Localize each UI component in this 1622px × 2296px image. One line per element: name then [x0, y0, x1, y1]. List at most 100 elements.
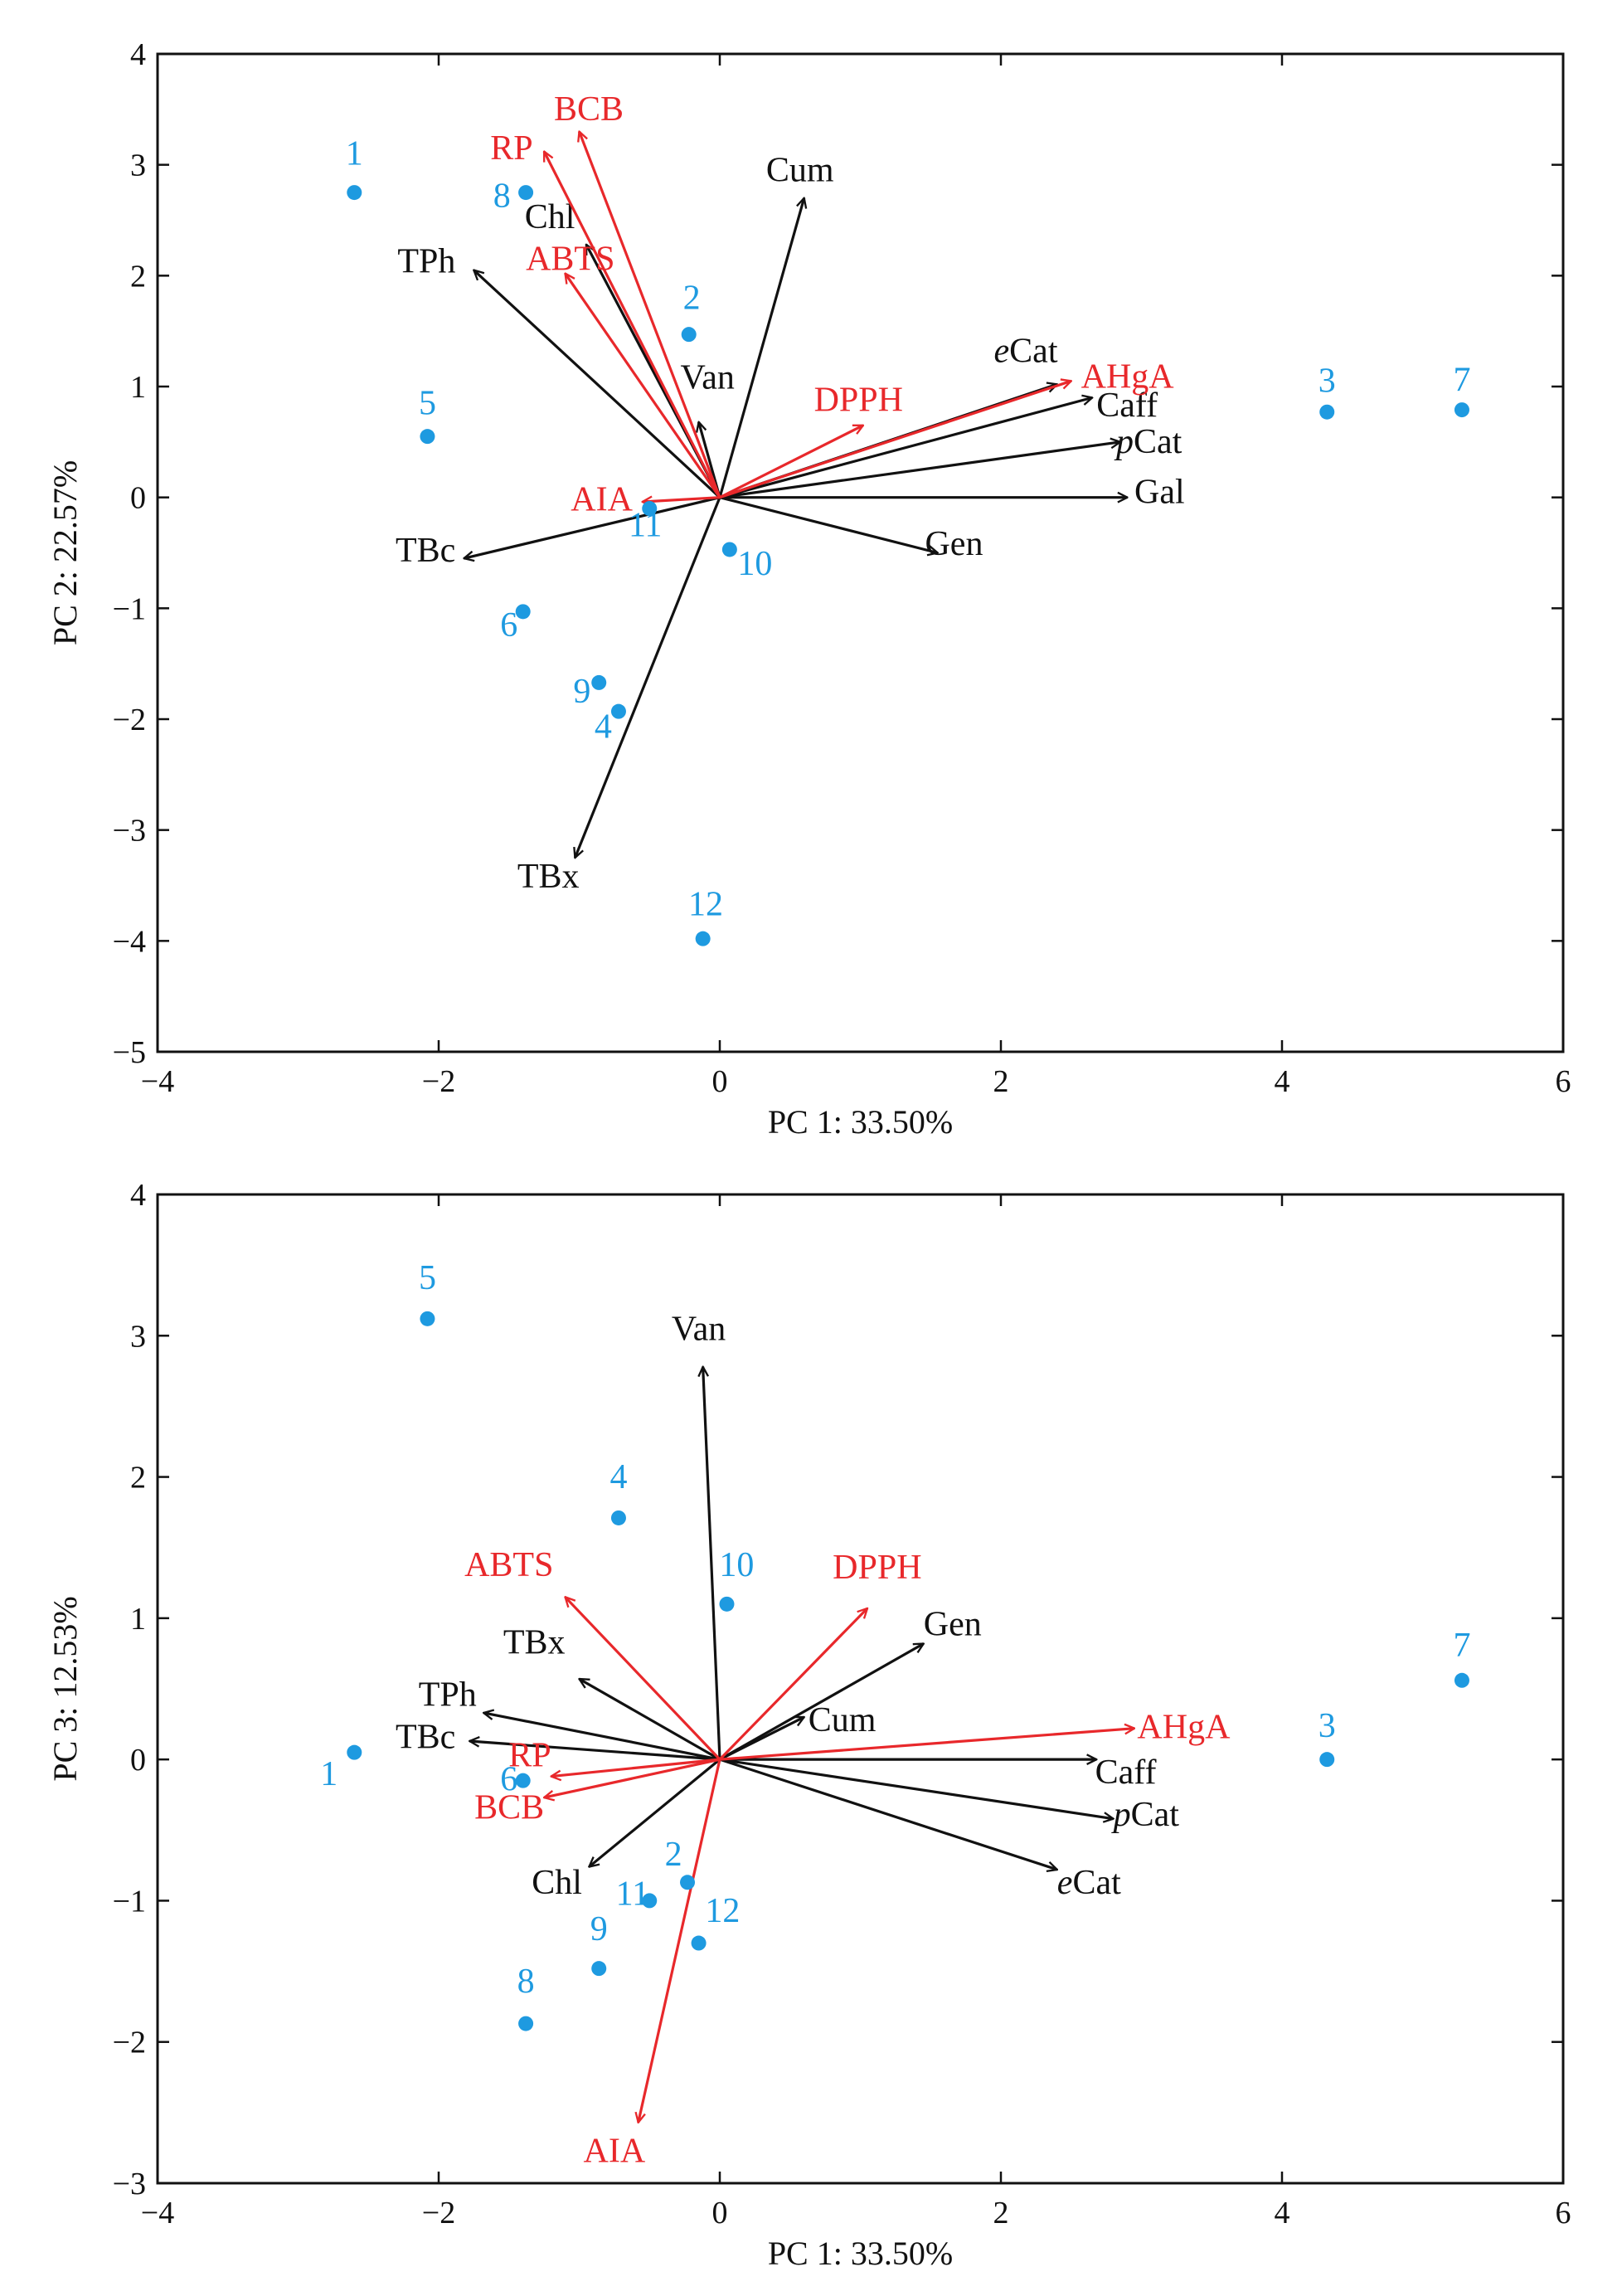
- loading-vector-tbx: [580, 1677, 721, 1761]
- loading-label-dpph: DPPH: [814, 381, 903, 419]
- loading-label-aia: AIA: [571, 481, 633, 519]
- x-tick-label: 4: [1275, 1064, 1290, 1099]
- observation-label-6: 6: [500, 1761, 517, 1799]
- loading-label-pcat: pCat: [1111, 1796, 1180, 1834]
- y-tick-label: −4: [113, 924, 146, 959]
- loading-vector-abts: [566, 1597, 721, 1761]
- y-tick-label: −1: [113, 1884, 146, 1919]
- x-axis-title: PC 1: 33.50%: [768, 2235, 953, 2272]
- loading-label-van: Van: [672, 1310, 726, 1348]
- x-tick-label: 2: [993, 1064, 1009, 1099]
- y-tick-label: 4: [130, 37, 146, 72]
- loading-label-ahga: AHgA: [1137, 1709, 1231, 1747]
- observation-point-7: [1454, 1672, 1469, 1688]
- x-tick-label: 0: [712, 1064, 728, 1099]
- loading-label-ahga: AHgA: [1081, 358, 1175, 396]
- y-tick-label: −1: [113, 591, 146, 626]
- observation-label-3: 3: [1318, 362, 1336, 401]
- loading-vector-ahga: [719, 1729, 1134, 1761]
- loading-vector-bcb: [544, 1758, 721, 1797]
- observation-label-1: 1: [346, 135, 363, 173]
- observation-label-3: 3: [1318, 1707, 1336, 1745]
- observation-label-1: 1: [320, 1755, 338, 1793]
- loading-label-tbx: TBx: [517, 858, 580, 896]
- x-tick-label: 2: [993, 2196, 1009, 2230]
- observation-label-7: 7: [1453, 1627, 1470, 1665]
- loading-vector-rp: [551, 1758, 721, 1776]
- observation-label-8: 8: [493, 177, 511, 215]
- observation-point-4: [610, 1510, 626, 1525]
- loading-label-tbx: TBx: [503, 1623, 566, 1661]
- y-axis-title: PC 3: 12.53%: [46, 1596, 84, 1781]
- loading-vector-cum: [718, 198, 804, 499]
- observation-point-9: [591, 1961, 607, 1977]
- x-tick-label: −4: [141, 1064, 174, 1099]
- loading-vector-pcat: [719, 442, 1120, 499]
- observation-point-11: [642, 501, 658, 517]
- observation-point-10: [721, 542, 737, 557]
- loading-label-chl: Chl: [532, 1864, 582, 1902]
- x-tick-label: −4: [141, 2196, 174, 2230]
- plot-frame: [156, 1193, 1565, 2185]
- loading-label-gen: Gen: [925, 525, 983, 563]
- observation-label-11: 11: [629, 506, 662, 544]
- loading-vector-aia: [643, 498, 721, 502]
- y-tick-label: −3: [113, 2167, 146, 2201]
- observation-label-5: 5: [419, 384, 436, 422]
- plot-frame: [156, 52, 1565, 1053]
- x-tick-label: 0: [712, 2196, 728, 2230]
- observation-point-3: [1319, 404, 1335, 420]
- observation-point-12: [691, 1935, 707, 1951]
- observation-label-7: 7: [1453, 361, 1470, 399]
- observation-point-10: [719, 1596, 735, 1612]
- loading-label-caff: Caff: [1096, 387, 1158, 425]
- observation-point-4: [610, 703, 626, 719]
- x-tick-label: 6: [1556, 2196, 1571, 2230]
- y-tick-label: −2: [113, 703, 146, 737]
- loading-label-gen: Gen: [924, 1605, 982, 1643]
- y-tick-label: 3: [130, 148, 146, 183]
- loading-vector-chl: [589, 1758, 721, 1866]
- loading-vector-aia: [639, 1758, 721, 2123]
- y-tick-label: −3: [113, 814, 146, 849]
- loading-label-rp: RP: [508, 1737, 551, 1775]
- loading-label-van: Van: [681, 359, 735, 397]
- loading-label-bcb: BCB: [474, 1789, 544, 1827]
- observation-label-10: 10: [719, 1546, 754, 1584]
- x-tick-label: −2: [422, 1064, 455, 1099]
- observation-point-3: [1319, 1752, 1335, 1768]
- loading-vector-tbc: [469, 1741, 721, 1761]
- x-axis-title: PC 1: 33.50%: [768, 1103, 953, 1141]
- y-tick-label: 2: [130, 1461, 146, 1496]
- loading-label-tbc: TBc: [396, 532, 455, 570]
- loading-vector-bcb: [580, 132, 721, 499]
- loading-label-chl: Chl: [525, 198, 575, 236]
- loading-vector-rp: [542, 152, 721, 499]
- observation-point-1: [347, 1744, 362, 1760]
- loading-vector-caff: [719, 397, 1092, 499]
- loading-label-tph: TPh: [397, 242, 455, 280]
- observation-point-6: [515, 1773, 531, 1788]
- loading-label-tbc: TBc: [396, 1719, 455, 1757]
- loading-label-ecat: eCat: [994, 333, 1058, 371]
- observation-label-5: 5: [419, 1259, 436, 1297]
- y-tick-label: 0: [130, 481, 146, 516]
- loading-vector-van: [703, 1367, 721, 1760]
- observation-point-5: [420, 1311, 435, 1326]
- observation-point-5: [420, 429, 435, 445]
- observation-point-8: [518, 185, 534, 201]
- y-tick-label: −5: [113, 1035, 146, 1070]
- loading-vector-dpph: [719, 424, 863, 499]
- observation-label-12: 12: [705, 1892, 740, 1930]
- loading-label-aia: AIA: [584, 2132, 646, 2170]
- x-tick-label: 6: [1556, 1064, 1571, 1099]
- y-tick-label: 0: [130, 1743, 146, 1778]
- observation-label-8: 8: [517, 1963, 535, 2001]
- loading-label-cum: Cum: [809, 1701, 877, 1739]
- observation-label-9: 9: [573, 673, 590, 711]
- loading-vector-ahga: [719, 381, 1071, 499]
- loading-vector-gen: [719, 496, 938, 553]
